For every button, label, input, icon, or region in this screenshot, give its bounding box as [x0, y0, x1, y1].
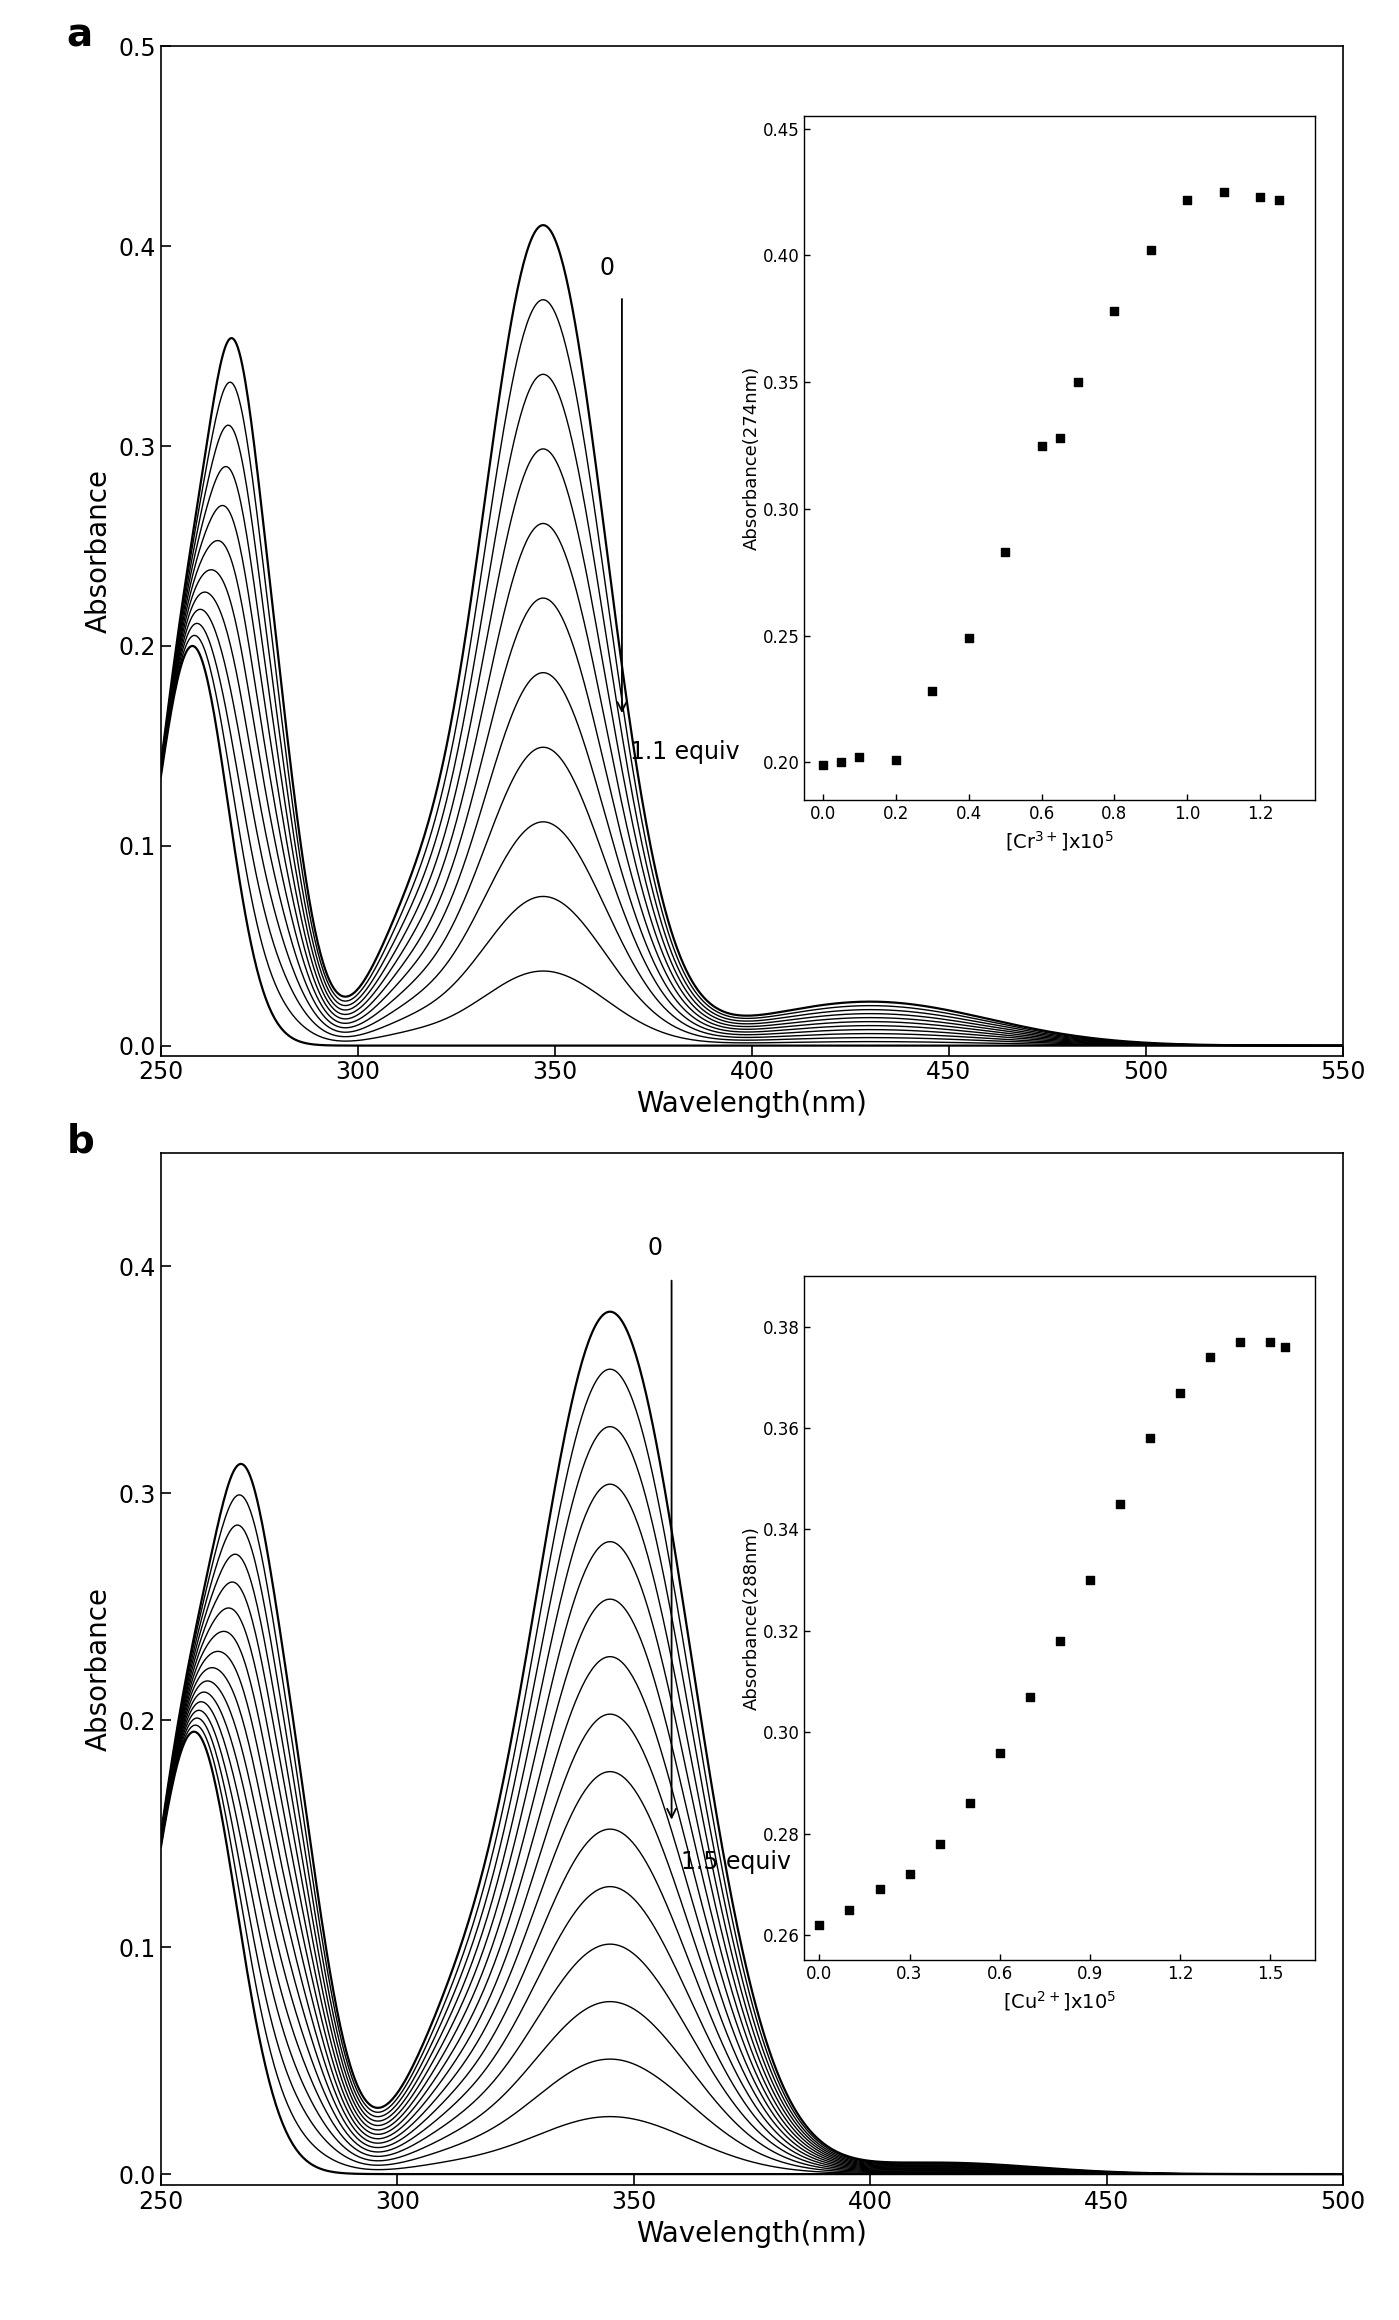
Point — [989, 1733, 1011, 1770]
Point — [993, 534, 1016, 571]
Point — [921, 673, 943, 710]
Point — [1168, 1373, 1191, 1411]
Point — [957, 619, 979, 657]
Text: 0: 0 — [599, 255, 614, 281]
X-axis label: [Cu$^{2+}$]x10$^{5}$: [Cu$^{2+}$]x10$^{5}$ — [1003, 1988, 1116, 2014]
Point — [869, 1870, 891, 1907]
X-axis label: Wavelength(nm): Wavelength(nm) — [637, 1090, 867, 1118]
Point — [1267, 181, 1290, 218]
Point — [1049, 420, 1072, 457]
Point — [838, 1891, 860, 1928]
Text: b: b — [66, 1123, 94, 1160]
Point — [1249, 179, 1272, 216]
Point — [1228, 1322, 1251, 1360]
Point — [830, 745, 852, 782]
Point — [1049, 1622, 1072, 1659]
Point — [958, 1784, 981, 1821]
Point — [1030, 427, 1052, 464]
Point — [1108, 1485, 1130, 1522]
Point — [1067, 364, 1090, 401]
Y-axis label: Absorbance: Absorbance — [85, 469, 113, 633]
Text: 1.5 equiv: 1.5 equiv — [681, 1849, 790, 1875]
Y-axis label: Absorbance: Absorbance — [85, 1587, 113, 1752]
Text: 0: 0 — [648, 1237, 662, 1260]
Point — [1177, 181, 1199, 218]
Point — [1259, 1322, 1281, 1360]
Point — [1018, 1677, 1041, 1714]
Point — [1213, 174, 1235, 211]
Point — [1139, 1420, 1161, 1457]
Y-axis label: Absorbance(288nm): Absorbance(288nm) — [743, 1527, 761, 1710]
Point — [1199, 1339, 1221, 1376]
Point — [898, 1856, 921, 1893]
X-axis label: Wavelength(nm): Wavelength(nm) — [637, 2220, 867, 2248]
Text: 1.1 equiv: 1.1 equiv — [630, 740, 740, 763]
Point — [1140, 232, 1163, 269]
Point — [1104, 292, 1126, 329]
X-axis label: [Cr$^{3+}$]x10$^{5}$: [Cr$^{3+}$]x10$^{5}$ — [1006, 828, 1114, 854]
Y-axis label: Absorbance(274nm): Absorbance(274nm) — [743, 367, 761, 550]
Point — [811, 747, 834, 784]
Point — [884, 742, 907, 780]
Point — [1079, 1561, 1101, 1598]
Point — [809, 1907, 831, 1944]
Point — [929, 1826, 951, 1863]
Point — [1274, 1329, 1297, 1366]
Text: a: a — [66, 16, 92, 53]
Point — [848, 738, 870, 775]
